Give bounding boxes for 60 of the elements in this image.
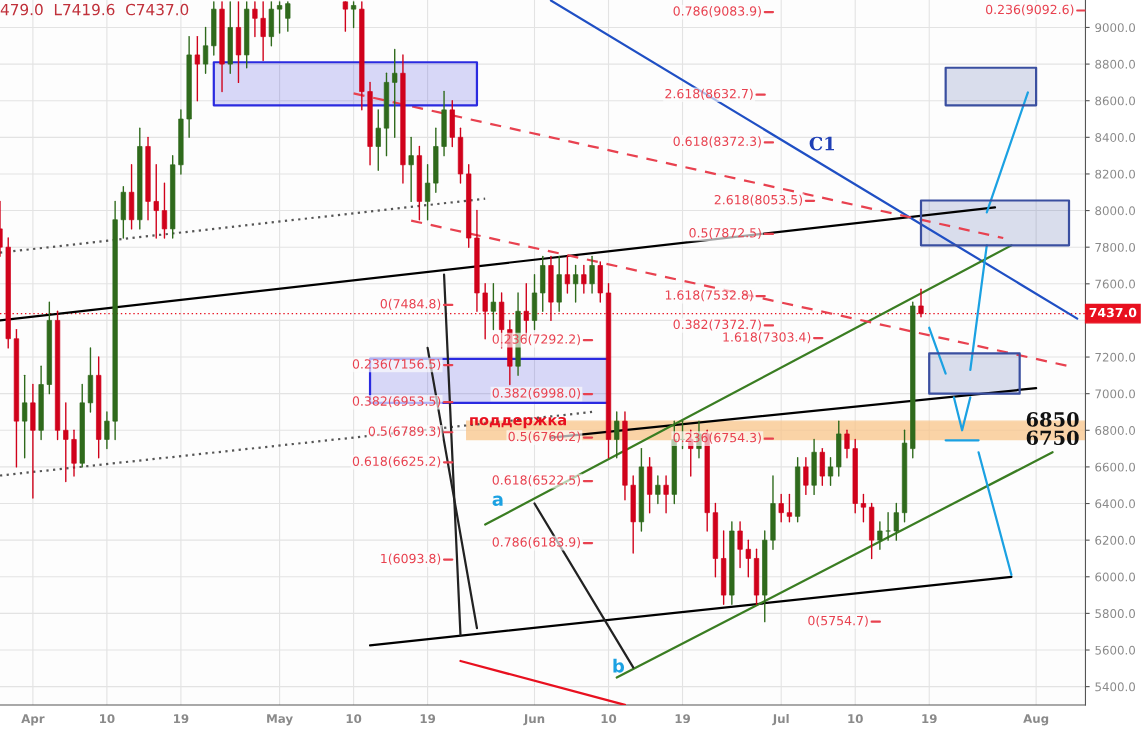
x-tick-label: 19 <box>420 714 436 724</box>
y-tick-label: 7600.0 <box>1095 279 1136 289</box>
annotation: 0.236(9092.6) <box>986 4 1074 16</box>
annotation: 0(7484.8) <box>380 298 441 310</box>
x-tick-label: 10 <box>601 714 617 724</box>
annotation: 0.236(6754.3) <box>673 432 761 444</box>
annotation: b <box>613 658 625 673</box>
annotation: 0.5(7872.5) <box>689 227 761 240</box>
annotation: 0.618(6522.5) <box>492 475 580 487</box>
y-tick-label: 7800.0 <box>1095 242 1136 252</box>
y-tick-label: 8600.0 <box>1095 96 1136 106</box>
x-tick-label: 10 <box>848 714 863 724</box>
y-tick-label: 6600.0 <box>1095 462 1136 472</box>
annotation: 6750 <box>1026 430 1079 446</box>
annotation: 0.382(7372.7) <box>673 319 761 331</box>
annotation: 479.0 L7419.6 C7437.0 <box>0 3 189 16</box>
y-tick-label: 6400.0 <box>1095 499 1136 509</box>
annotation: 0.236(7292.2) <box>492 334 580 346</box>
y-tick-label: 8800.0 <box>1095 59 1136 69</box>
annotation: 1.618(7303.4) <box>723 332 811 344</box>
y-tick-label: 8400.0 <box>1095 133 1136 142</box>
annotation: 6850 <box>1026 412 1079 427</box>
y-tick-label: 9000.0 <box>1095 23 1136 33</box>
annotation: 0.382(6998.0) <box>492 388 580 400</box>
y-tick-label: 6200.0 <box>1095 535 1136 545</box>
x-tick-label: May <box>267 714 293 726</box>
y-tick-label: 6000.0 <box>1095 572 1136 582</box>
x-tick-label: Aug <box>1023 714 1049 726</box>
annotation: 1.618(7532.8) <box>665 290 753 302</box>
x-tick-label: 10 <box>346 714 362 724</box>
annotation: 0.5(6760.2) <box>508 431 580 443</box>
y-tick-label: 5600.0 <box>1095 645 1136 655</box>
annotation: 0.786(9083.9) <box>673 6 761 18</box>
y-tick-label: 8200.0 <box>1095 169 1136 179</box>
annotation: C1 <box>809 136 834 151</box>
annotation: 0.236(7156.5) <box>352 358 441 371</box>
annotation: a <box>492 495 503 506</box>
annotation: 0.786(6183.9) <box>492 537 580 549</box>
x-tick-label: Jun <box>523 714 545 726</box>
annotation: 0.382(6953.5) <box>352 396 441 408</box>
x-tick-label: 19 <box>922 714 937 724</box>
annotation: 1(6093.8) <box>381 553 441 565</box>
y-tick-label: 5800.0 <box>1095 609 1136 619</box>
y-tick-label: 6800.0 <box>1095 426 1136 435</box>
annotation: 0(5754.7) <box>808 615 868 627</box>
y-tick-label: 5400.0 <box>1095 682 1136 692</box>
annotation: 0.618(6625.2) <box>352 456 441 468</box>
ref-line-label: 7437.0 <box>1089 307 1137 318</box>
x-tick-label: Apr <box>21 714 45 726</box>
annotation: 2.618(8053.5) <box>714 194 803 206</box>
y-tick-label: 7200.0 <box>1095 352 1136 362</box>
annotation: 0.5(6789.3) <box>368 426 441 438</box>
annotation: 0.618(8372.3) <box>673 136 761 148</box>
y-tick-label: 8000.0 <box>1095 206 1136 216</box>
y-tick-label: 7000.0 <box>1095 389 1136 399</box>
x-tick-label: 19 <box>174 714 189 724</box>
x-tick-label: Jul <box>772 713 789 726</box>
x-tick-label: 19 <box>675 714 690 724</box>
x-tick-label: 10 <box>100 714 115 724</box>
annotation: 2.618(8632.7) <box>665 88 753 100</box>
